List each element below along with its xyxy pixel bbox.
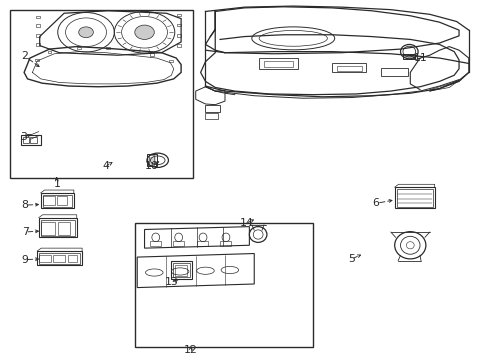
Bar (36, 35, 40, 37)
Bar (331, 63, 366, 72)
Bar (177, 24, 181, 26)
Ellipse shape (135, 25, 154, 40)
Text: 9: 9 (21, 255, 28, 265)
Bar (177, 14, 181, 16)
Bar (53, 255, 65, 262)
Bar (169, 59, 173, 62)
Text: 1: 1 (53, 179, 60, 189)
Bar (41, 222, 55, 234)
Text: 4: 4 (102, 161, 109, 171)
Bar (42, 197, 55, 205)
Bar (147, 154, 157, 166)
Text: 10: 10 (144, 161, 159, 171)
Text: 2: 2 (21, 51, 28, 61)
Bar (171, 261, 191, 279)
Bar (57, 197, 67, 205)
Bar (39, 255, 51, 262)
Bar (336, 66, 361, 71)
Bar (36, 43, 40, 45)
Bar (21, 135, 41, 145)
Bar (172, 241, 183, 246)
Bar (39, 218, 77, 237)
Bar (39, 253, 80, 264)
Text: 14: 14 (240, 218, 253, 228)
Bar (150, 241, 160, 246)
Bar (36, 24, 40, 27)
Text: 13: 13 (164, 277, 178, 287)
Bar (37, 251, 82, 265)
Bar (30, 136, 37, 143)
Bar (205, 113, 217, 119)
Bar (77, 47, 81, 49)
Text: 8: 8 (21, 200, 28, 210)
Text: 12: 12 (183, 345, 197, 355)
Bar (205, 105, 220, 112)
Text: 6: 6 (372, 198, 379, 208)
Bar (220, 241, 230, 246)
Bar (177, 35, 181, 37)
Bar (135, 223, 312, 347)
Ellipse shape (79, 27, 93, 38)
Bar (35, 59, 39, 61)
Bar (173, 263, 189, 277)
Bar (36, 16, 40, 18)
Text: 5: 5 (347, 254, 354, 264)
Bar (41, 193, 74, 208)
Bar (177, 44, 181, 46)
Bar (47, 50, 51, 53)
Bar (149, 155, 154, 165)
Bar (264, 60, 293, 67)
Bar (259, 58, 298, 69)
Bar (10, 10, 193, 178)
Bar (42, 195, 72, 207)
Bar (23, 136, 29, 143)
Bar (150, 53, 154, 55)
Text: 7: 7 (21, 227, 28, 237)
Bar (58, 222, 70, 234)
Bar (68, 255, 77, 262)
Bar (394, 187, 434, 208)
Bar (41, 220, 75, 236)
Bar (106, 47, 110, 49)
Text: 11: 11 (413, 53, 427, 63)
Text: 3: 3 (20, 132, 27, 142)
Bar (396, 189, 432, 207)
Bar (175, 265, 187, 276)
Bar (197, 241, 207, 246)
Bar (403, 54, 414, 59)
Bar (380, 68, 407, 76)
